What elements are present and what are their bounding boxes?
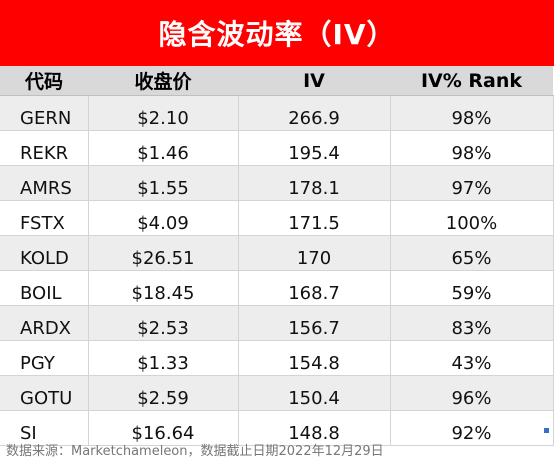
cell-rank: 92% <box>390 410 554 446</box>
cell-close: $18.45 <box>88 270 239 306</box>
header-close: 收盘价 <box>88 66 238 96</box>
cell-code: PGY <box>0 340 89 376</box>
header-row: 代码 收盘价 IV IV% Rank <box>0 66 553 96</box>
cell-code: GERN <box>0 95 89 131</box>
cell-code: ARDX <box>0 305 89 341</box>
table-row: GERN $2.10 266.9 98% <box>0 95 554 131</box>
selection-handle[interactable] <box>544 428 549 433</box>
table-title: 隐含波动率（IV） <box>0 0 554 66</box>
cell-rank: 65% <box>390 235 554 271</box>
table-row: PGY $1.33 154.8 43% <box>0 340 554 376</box>
table-row: REKR $1.46 195.4 98% <box>0 130 554 166</box>
header-code: 代码 <box>0 66 88 96</box>
cell-close: $2.10 <box>88 95 239 131</box>
table-row: ARDX $2.53 156.7 83% <box>0 305 554 341</box>
cell-iv: 178.1 <box>238 165 391 201</box>
cell-rank: 43% <box>390 340 554 376</box>
table-row: GOTU $2.59 150.4 96% <box>0 375 554 411</box>
header-rank: IV% Rank <box>390 66 553 96</box>
cell-close: $2.53 <box>88 305 239 341</box>
cell-close: $16.64 <box>88 410 239 446</box>
header-iv: IV <box>238 66 390 96</box>
iv-table: 代码 收盘价 IV IV% Rank GERN $2.10 266.9 98% … <box>0 66 554 446</box>
table-row: SI $16.64 148.8 92% <box>0 410 554 446</box>
cell-rank: 98% <box>390 95 554 131</box>
cell-iv: 195.4 <box>238 130 391 166</box>
source-note: 数据来源：Marketchameleon，数据截止日期2022年12月29日 <box>6 444 384 459</box>
cell-iv: 154.8 <box>238 340 391 376</box>
cell-iv: 266.9 <box>238 95 391 131</box>
cell-iv: 171.5 <box>238 200 391 236</box>
cell-code: GOTU <box>0 375 89 411</box>
cell-code: SI <box>0 410 89 446</box>
cell-iv: 148.8 <box>238 410 391 446</box>
cell-code: BOIL <box>0 270 89 306</box>
cell-code: FSTX <box>0 200 89 236</box>
cell-close: $1.46 <box>88 130 239 166</box>
cell-iv: 168.7 <box>238 270 391 306</box>
cell-close: $1.55 <box>88 165 239 201</box>
cell-code: AMRS <box>0 165 89 201</box>
cell-rank: 97% <box>390 165 554 201</box>
cell-close: $2.59 <box>88 375 239 411</box>
cell-rank: 100% <box>390 200 554 236</box>
table-row: AMRS $1.55 178.1 97% <box>0 165 554 201</box>
cell-iv: 170 <box>238 235 391 271</box>
cell-code: REKR <box>0 130 89 166</box>
cell-close: $1.33 <box>88 340 239 376</box>
cell-iv: 156.7 <box>238 305 391 341</box>
cell-rank: 96% <box>390 375 554 411</box>
table-row: KOLD $26.51 170 65% <box>0 235 554 271</box>
cell-close: $4.09 <box>88 200 239 236</box>
cell-code: KOLD <box>0 235 89 271</box>
cell-rank: 98% <box>390 130 554 166</box>
table-row: BOIL $18.45 168.7 59% <box>0 270 554 306</box>
table-row: FSTX $4.09 171.5 100% <box>0 200 554 236</box>
cell-rank: 83% <box>390 305 554 341</box>
cell-rank: 59% <box>390 270 554 306</box>
cell-iv: 150.4 <box>238 375 391 411</box>
cell-close: $26.51 <box>88 235 239 271</box>
